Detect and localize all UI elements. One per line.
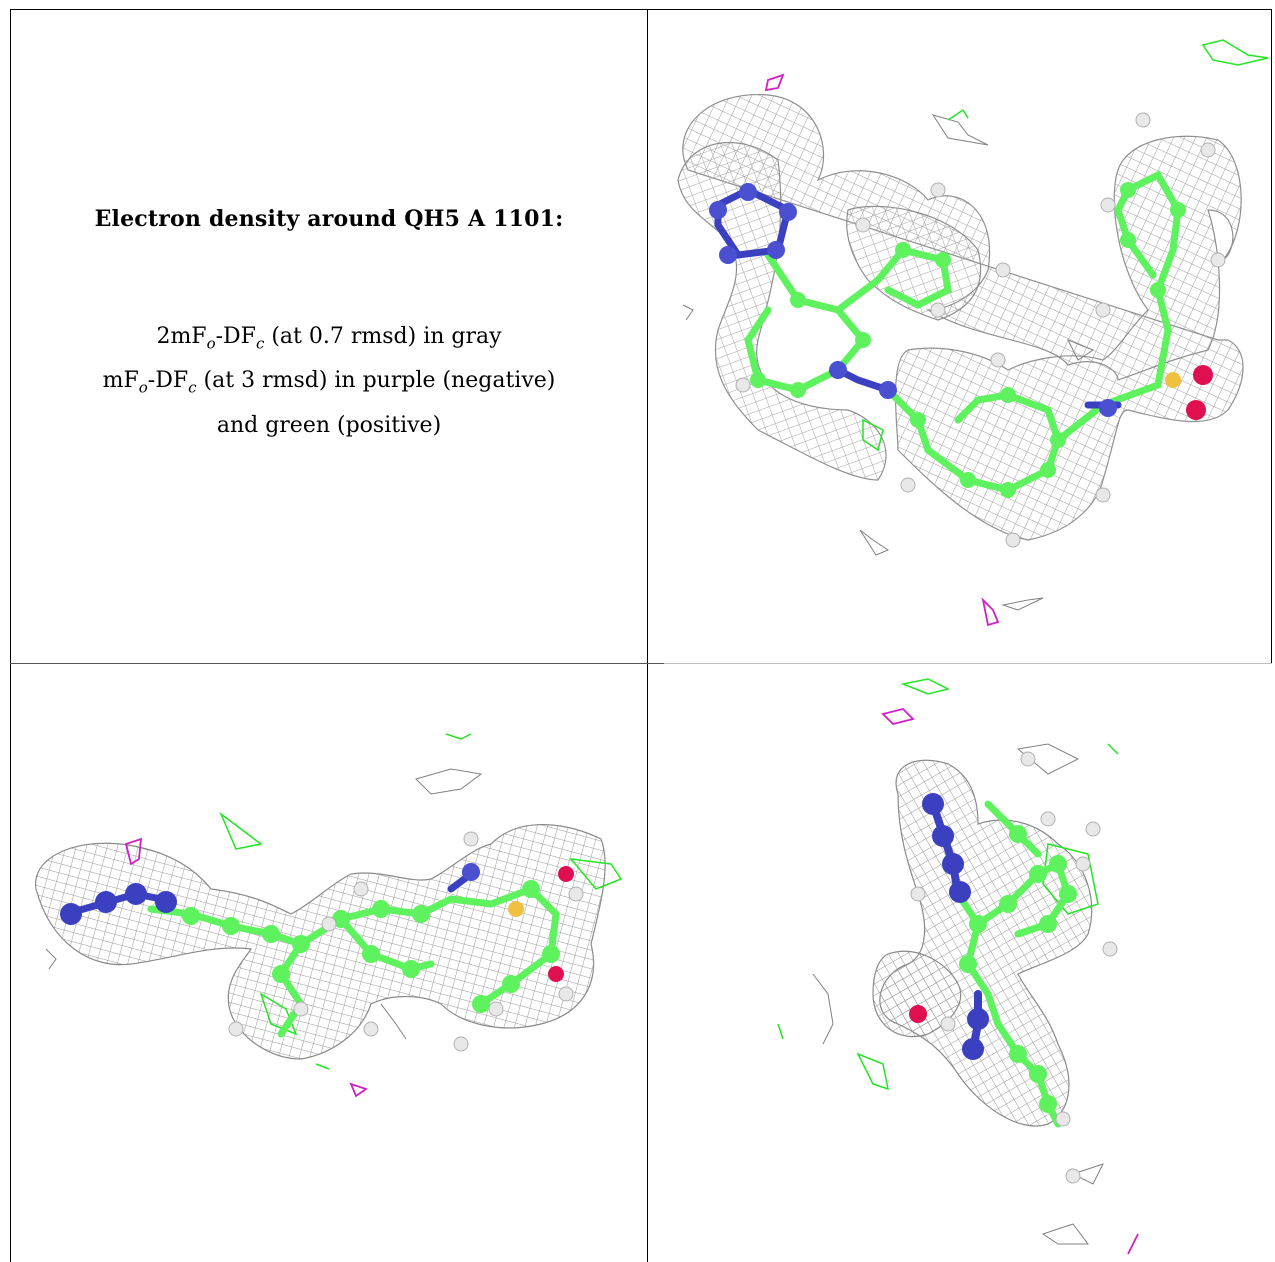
ligand-hydrogens-3 <box>910 751 1118 1184</box>
mesh-fragment-11 <box>1071 1163 1104 1185</box>
positive-density-12 <box>777 1023 784 1040</box>
mesh-fragment-9 <box>1016 743 1080 775</box>
caption-cell: Electron density around QH5 A 1101: 2mFo… <box>11 10 647 663</box>
mesh-fragment-5 <box>1066 339 1095 361</box>
positive-density-5 <box>445 733 472 740</box>
grid-border-top <box>10 9 1272 10</box>
figure-grid: Electron density around QH5 A 1101: 2mFo… <box>10 9 1272 1262</box>
density-view-top-right <box>648 10 1272 663</box>
negative-density-3 <box>124 837 143 866</box>
legend-line-fofc-lead: mF <box>102 368 139 394</box>
legend-line-fofc-sub-c: c <box>188 378 197 397</box>
positive-density-4 <box>219 811 263 850</box>
mesh-blob-elongated <box>35 824 606 1060</box>
mesh-fragment-8 <box>380 1003 407 1040</box>
grid-border-left <box>10 9 11 1262</box>
positive-density-1 <box>1201 39 1269 66</box>
legend-line-fofc: mFo-DFc (at 3 rmsd) in purple (negative) <box>11 362 647 406</box>
positive-density-11 <box>856 1052 889 1091</box>
negative-density-6 <box>1127 1233 1139 1255</box>
mesh-fragment-12 <box>1041 1223 1089 1245</box>
density-view-bottom-left <box>11 664 647 1262</box>
mesh-fragment-6 <box>415 768 483 795</box>
caption-legend: 2mFo-DFc (at 0.7 rmsd) in gray mFo-DFc (… <box>11 318 647 445</box>
legend-line-2fofc-sub-o: o <box>206 334 216 353</box>
mesh-blob-lower <box>872 950 962 1038</box>
positive-density-6 <box>259 992 298 1036</box>
ligand-hydrogens <box>735 112 1226 548</box>
positive-density-9 <box>900 678 951 695</box>
legend-line-2fofc-sub-c: c <box>255 334 265 353</box>
mesh-fragment-10 <box>812 973 834 1045</box>
ligand-atoms <box>709 182 1213 498</box>
legend-line-2fofc-tail: (at 0.7 rmsd) in gray <box>264 324 502 349</box>
negative-density-1 <box>764 73 785 92</box>
legend-line-fofc-sub-o: o <box>138 378 148 397</box>
ligand-nitrogen-bonds-2 <box>62 890 165 918</box>
mesh-fragment-2 <box>859 529 890 556</box>
density-view-bottom-right <box>648 664 1272 1262</box>
negative-density-2 <box>981 597 1000 627</box>
negative-density-4 <box>349 1082 368 1098</box>
density-view-bottom-left-image <box>35 733 623 1098</box>
grid-border-right <box>1271 9 1272 663</box>
caption-title: Electron density around QH5 A 1101: <box>94 206 564 232</box>
mesh-fragment-7 <box>45 948 57 970</box>
grid-divider-horizontal-left <box>10 663 664 664</box>
legend-line-colors: and green (positive) <box>216 412 442 438</box>
mesh-blob-main <box>682 94 1244 541</box>
positive-density-7 <box>569 858 623 890</box>
legend-line-2fofc: 2mFo-DFc (at 0.7 rmsd) in gray <box>11 318 647 362</box>
mesh-blob-vertical <box>879 759 1093 1127</box>
ligand-hydrogens-2 <box>228 831 584 1052</box>
ligand-atoms-3 <box>909 793 1077 1113</box>
negative-density-5 <box>881 708 915 725</box>
positive-density-10 <box>1107 743 1119 755</box>
legend-line-fofc-mid: -DF <box>147 368 189 394</box>
ligand-atoms-2 <box>60 863 574 1013</box>
legend-line-2fofc-lead: 2mF <box>156 324 207 349</box>
grid-divider-vertical <box>647 9 648 1262</box>
mesh-fragment-4 <box>682 304 694 321</box>
positive-density-3 <box>862 418 884 452</box>
mesh-fragment-3 <box>1001 597 1044 611</box>
positive-density-2 <box>947 108 969 121</box>
density-view-top-right-image <box>677 39 1269 627</box>
legend-line-2fofc-mid: -DF <box>215 324 256 349</box>
positive-density-8 <box>315 1063 330 1070</box>
mesh-fragment-1 <box>931 114 989 146</box>
density-view-bottom-right-image <box>777 678 1139 1255</box>
legend-line-fofc-tail: (at 3 rmsd) in purple (negative) <box>196 368 556 394</box>
